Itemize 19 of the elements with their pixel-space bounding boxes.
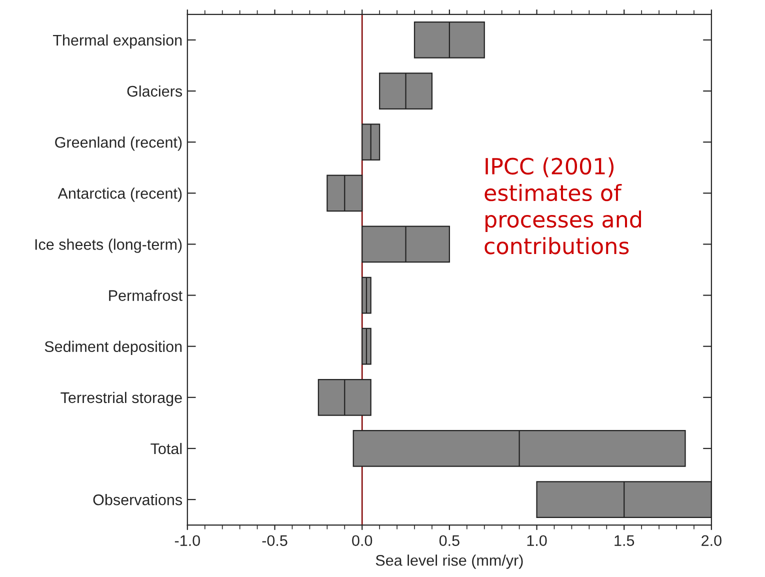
x-tick-label: -0.5 [262,535,288,546]
x-tick-label: 0.0 [352,535,372,546]
y-tick-label: Glaciers [127,85,182,97]
y-tick-label: Ice sheets (long-term) [35,238,182,253]
y-tick-label: Sediment deposition [44,340,182,356]
annotation: IPCC (2001) estimates of processes and contributions [484,157,641,254]
y-tick-label: Total [150,442,182,454]
x-axis-title: Sea level rise (mm/yr) [376,554,523,569]
y-tick-label: Observations [93,494,182,506]
x-tick-label: 1.0 [527,535,547,546]
y-tick-label: Greenland (recent) [55,136,182,151]
y-tick-label: Terrestrial storage [60,392,182,406]
y-tick-label: Permafrost [109,290,182,301]
y-tick-label: Antarctica (recent) [58,188,182,202]
y-tick-label: Thermal expansion [52,34,182,49]
x-tick-label: -1.0 [174,535,200,546]
x-tick-label: 0.5 [439,535,460,546]
x-tick-label: 2.0 [702,535,722,546]
x-tick-label: 1.5 [614,535,634,546]
